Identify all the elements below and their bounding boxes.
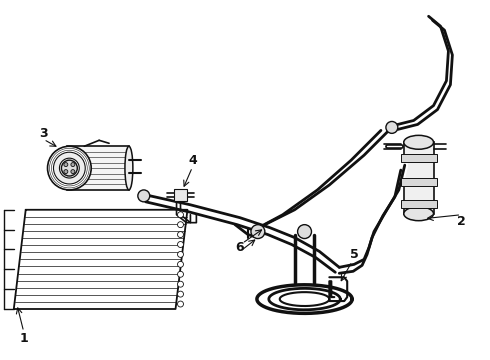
Circle shape bbox=[177, 281, 183, 287]
Circle shape bbox=[251, 225, 265, 239]
Bar bbox=[404, 142, 434, 214]
Bar bbox=[401, 178, 437, 186]
Ellipse shape bbox=[404, 207, 434, 221]
Circle shape bbox=[177, 212, 183, 218]
Circle shape bbox=[177, 261, 183, 267]
Circle shape bbox=[53, 152, 85, 184]
Circle shape bbox=[177, 242, 183, 247]
Circle shape bbox=[177, 251, 183, 257]
Circle shape bbox=[297, 225, 312, 239]
Circle shape bbox=[64, 163, 68, 167]
Text: 5: 5 bbox=[350, 248, 359, 261]
Circle shape bbox=[61, 160, 77, 176]
Circle shape bbox=[177, 271, 183, 277]
Circle shape bbox=[177, 231, 183, 238]
Bar bbox=[401, 154, 437, 162]
Circle shape bbox=[71, 170, 75, 174]
Text: 2: 2 bbox=[457, 215, 465, 228]
Circle shape bbox=[64, 170, 68, 174]
Circle shape bbox=[177, 291, 183, 297]
Circle shape bbox=[59, 158, 79, 178]
Text: 4: 4 bbox=[188, 154, 197, 167]
Bar bbox=[173, 189, 188, 201]
Text: 1: 1 bbox=[19, 332, 28, 345]
Bar bbox=[68, 146, 129, 190]
Ellipse shape bbox=[404, 135, 434, 149]
Circle shape bbox=[386, 121, 398, 133]
Circle shape bbox=[48, 146, 91, 190]
Bar bbox=[401, 200, 437, 208]
Circle shape bbox=[177, 222, 183, 228]
Text: 6: 6 bbox=[236, 241, 245, 254]
Circle shape bbox=[71, 163, 75, 167]
Text: 3: 3 bbox=[39, 127, 48, 140]
Ellipse shape bbox=[125, 146, 133, 190]
Circle shape bbox=[138, 190, 150, 202]
Circle shape bbox=[177, 301, 183, 307]
